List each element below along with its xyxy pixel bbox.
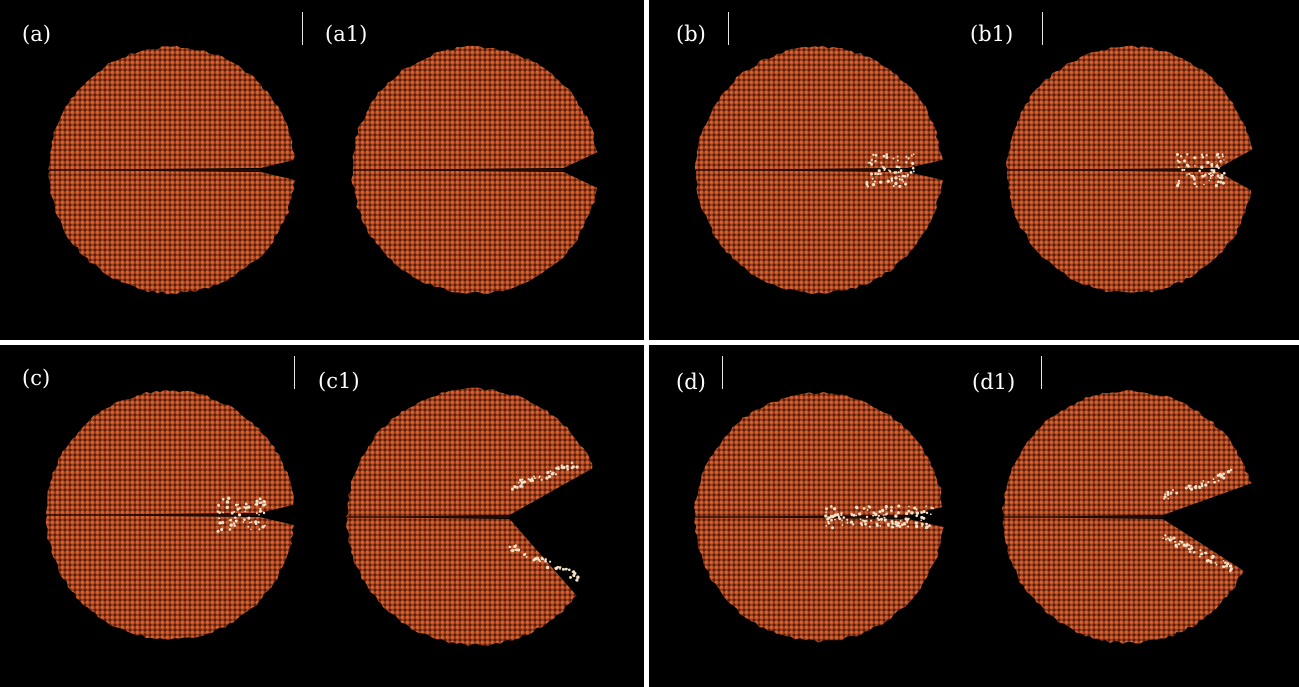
panel-b: (b) (b1) [649, 0, 1299, 340]
lattice-disc-b1 [649, 0, 1299, 340]
lattice-disc-a1 [0, 0, 644, 340]
panel-a: (a) (a1) [0, 0, 644, 340]
lattice-disc-c1 [0, 345, 644, 687]
panel-d: (d) (d1) [649, 345, 1299, 687]
lattice-disc-d1 [649, 345, 1299, 687]
panel-c: (c) (c1) [0, 345, 644, 687]
